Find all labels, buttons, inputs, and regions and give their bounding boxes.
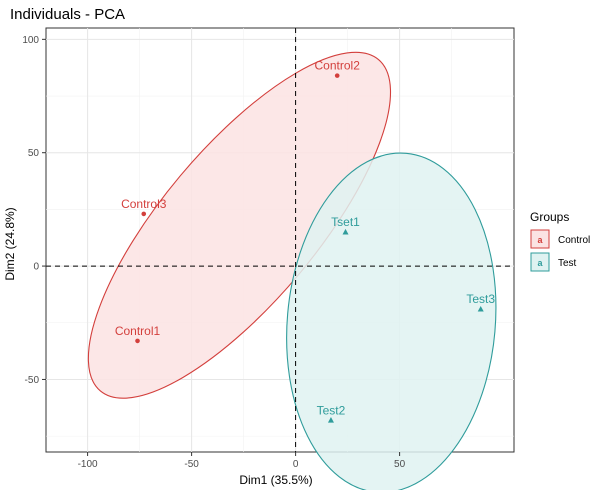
x-tick-label: -100 [78, 459, 98, 470]
label-control1: Control1 [115, 324, 161, 338]
point-test3 [477, 305, 484, 312]
legend: Groups a Control a Test [530, 210, 590, 272]
legend-glyph: a [537, 258, 543, 268]
chart-title: Individuals - PCA [10, 6, 125, 23]
y-tick-label: -50 [25, 375, 40, 386]
point-control1 [135, 338, 140, 344]
legend-glyph: a [537, 235, 543, 245]
legend-title: Groups [530, 210, 569, 224]
label-test3: Test3 [466, 292, 495, 306]
x-tick-label: 0 [293, 459, 299, 470]
watermark-text: 知乎 @好奇的真梦 [454, 456, 562, 471]
x-tick-label: -50 [184, 459, 199, 470]
label-test2: Test2 [317, 403, 346, 417]
y-tick-label: 100 [22, 35, 39, 46]
point-test2 [327, 417, 334, 423]
y-tick-label: 50 [28, 148, 40, 159]
data-points [135, 73, 484, 423]
point-labels: Control1 Control2 Control3 Tset1 Test2 Test3 [115, 59, 496, 418]
x-axis-ticks: -100 -50 0 50 [78, 452, 406, 470]
x-axis-label: Dim1 (35.5%) [239, 473, 312, 487]
test-ellipse [286, 152, 497, 490]
legend-key-test [530, 252, 550, 272]
label-control2: Control2 [315, 59, 361, 73]
point-tset1 [342, 228, 349, 235]
x-tick-label: 50 [394, 459, 406, 470]
label-tset1: Tset1 [331, 215, 360, 229]
legend-key-control [530, 229, 550, 249]
reference-lines [46, 28, 514, 452]
y-tick-label: 0 [33, 262, 39, 273]
point-control2 [334, 73, 340, 78]
y-axis-label: Dim2 (24.8%) [3, 207, 17, 280]
y-axis-ticks: -50 0 50 100 [22, 35, 46, 386]
legend-label-test: Test [558, 258, 577, 269]
confidence-ellipses [87, 51, 497, 490]
label-control3: Control3 [121, 197, 167, 211]
legend-label-control: Control [558, 235, 590, 246]
point-control3 [141, 211, 147, 217]
